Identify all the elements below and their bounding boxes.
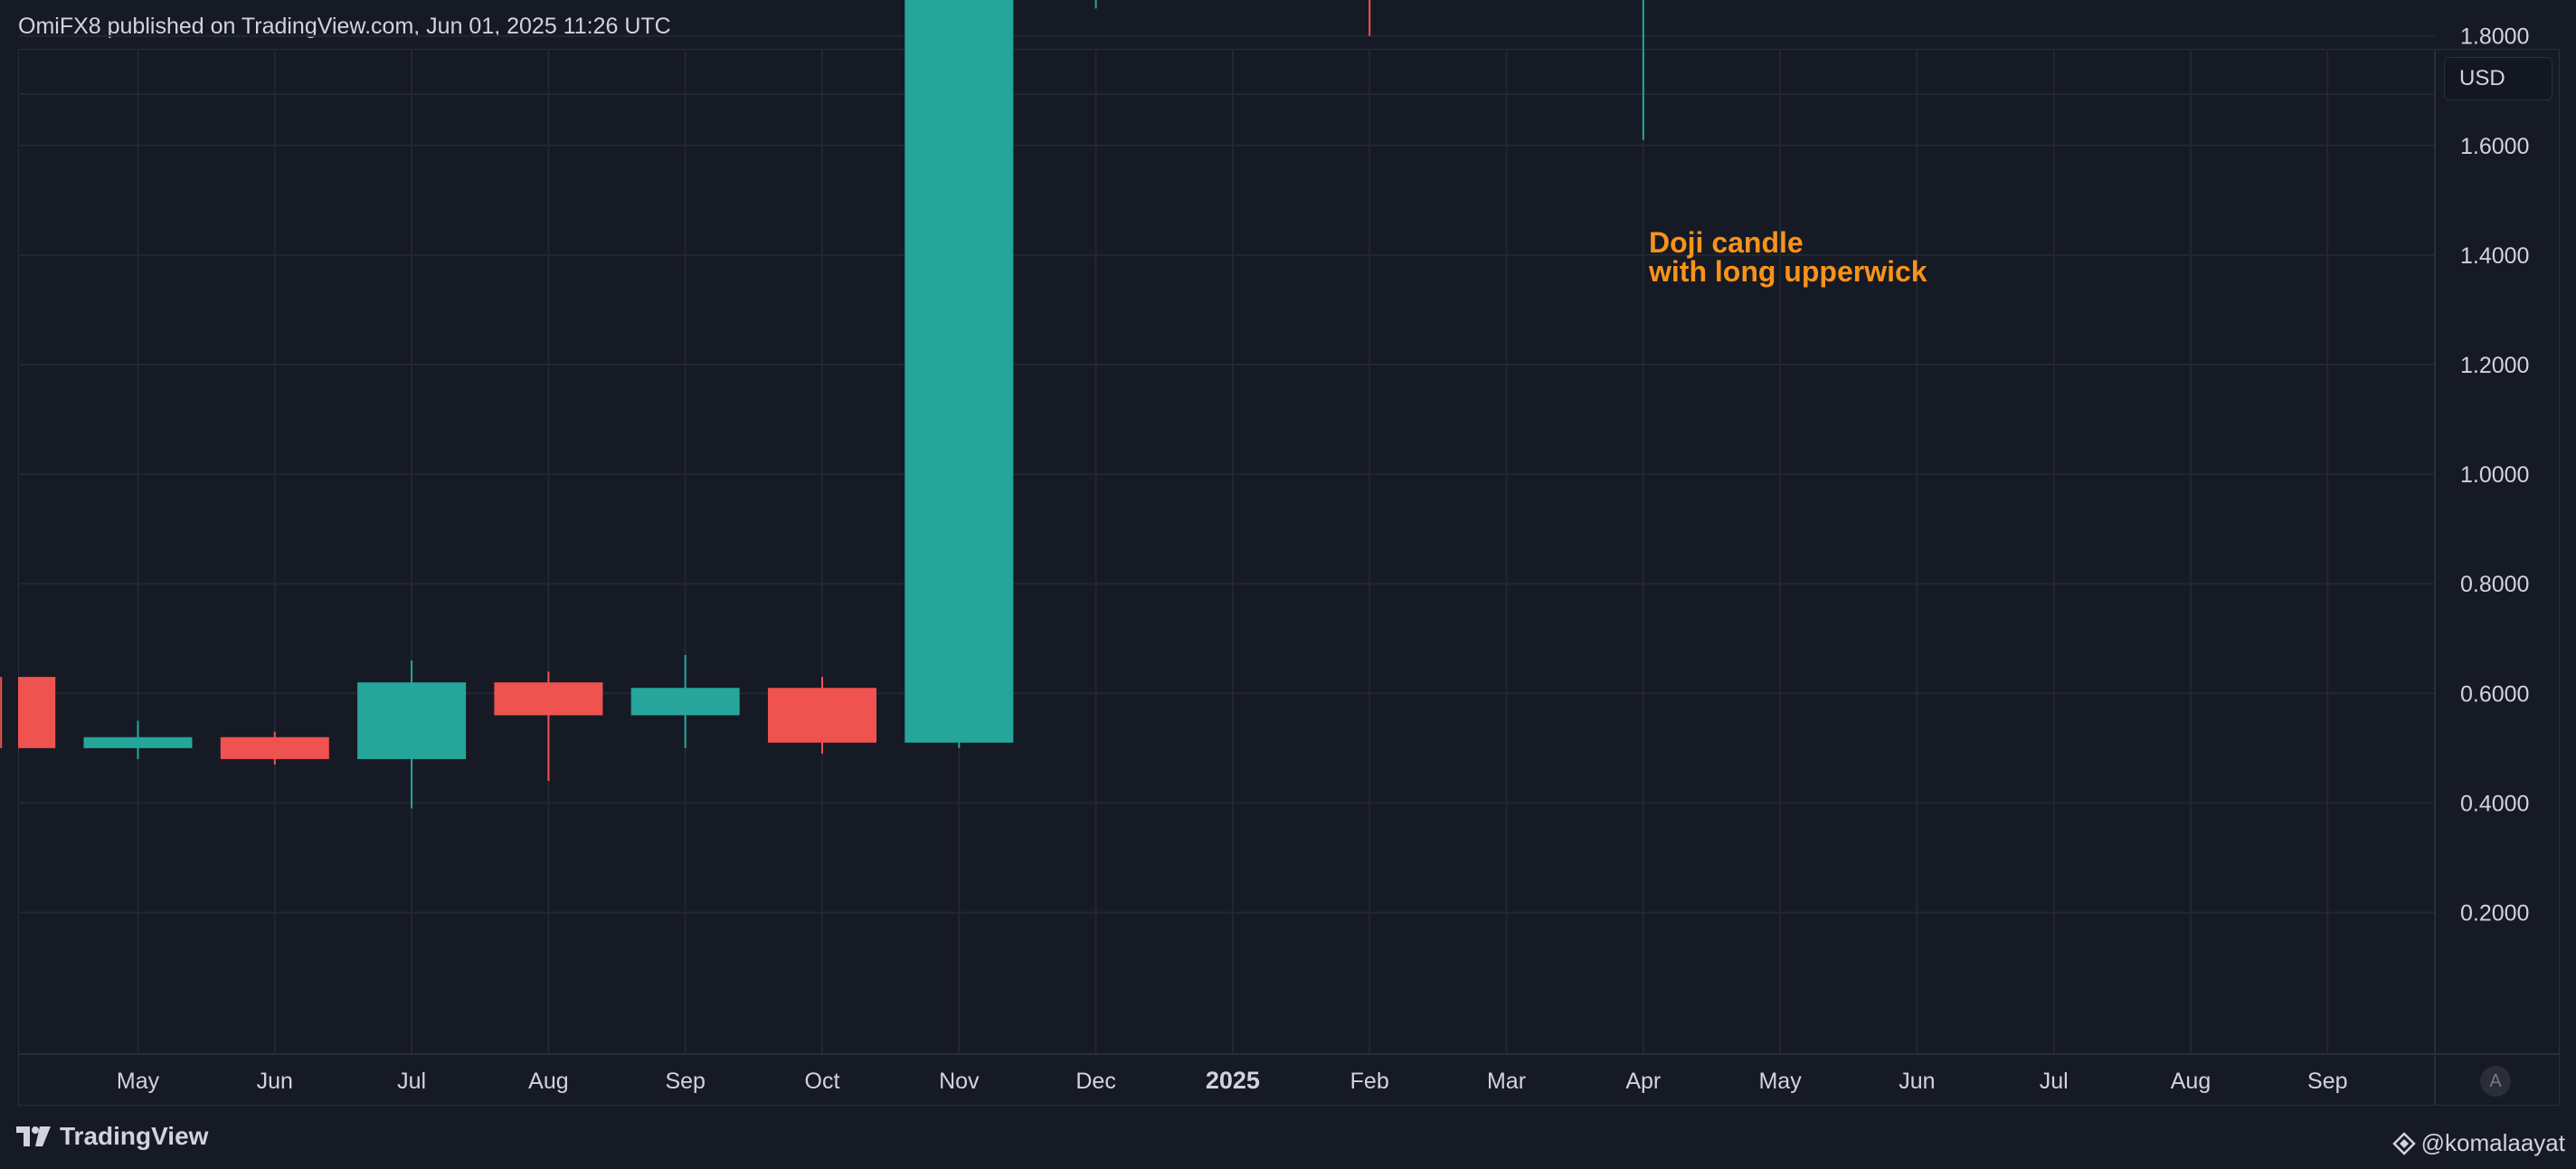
time-tick-label: Oct xyxy=(805,1069,840,1094)
price-tick-label: 1.8000 xyxy=(2460,24,2529,50)
candle xyxy=(1368,0,1371,36)
tradingview-logo-icon xyxy=(16,1126,51,1146)
candle-body xyxy=(904,0,1014,743)
candle-body xyxy=(768,688,876,743)
publish-info: OmiFX8 published on TradingView.com, Jun… xyxy=(18,14,671,39)
binance-diamond-icon xyxy=(2391,1131,2416,1155)
brand-name: TradingView xyxy=(60,1122,209,1150)
candle xyxy=(630,654,740,748)
time-tick-label: May xyxy=(117,1069,160,1094)
candles xyxy=(0,0,1644,809)
price-tick-label: 0.8000 xyxy=(2460,572,2529,597)
candle-body xyxy=(630,688,740,716)
candle xyxy=(904,0,1014,748)
candle-body xyxy=(83,737,193,748)
price-tick-label: 1.2000 xyxy=(2460,353,2529,378)
candle xyxy=(357,660,467,809)
time-tick-label: May xyxy=(1758,1069,1802,1094)
price-tick-label: 0.6000 xyxy=(2460,681,2529,707)
price-tick-label: 0.4000 xyxy=(2460,791,2529,816)
time-tick-label: Nov xyxy=(939,1069,980,1094)
time-tick-label: Dec xyxy=(1075,1069,1115,1094)
time-tick-label: Aug xyxy=(2171,1069,2211,1094)
candle-body xyxy=(220,737,329,759)
candle xyxy=(1094,0,1097,9)
auto-scale-button[interactable]: A xyxy=(2480,1066,2511,1097)
author-credit[interactable]: @komalaayat xyxy=(2391,1129,2565,1157)
time-tick-label: Jul xyxy=(397,1069,426,1094)
time-tick-label: Aug xyxy=(528,1069,568,1094)
time-tick-label: Sep xyxy=(2307,1069,2347,1094)
annotation-line-1: Doji candle xyxy=(1649,226,1804,259)
time-tick-label: Jun xyxy=(257,1069,293,1094)
price-tick-label: 0.2000 xyxy=(2460,901,2529,927)
candle xyxy=(220,731,329,765)
candle-body xyxy=(494,682,603,716)
candle xyxy=(83,720,193,759)
tradingview-logo[interactable]: TradingView xyxy=(16,1122,208,1151)
time-tick-label: Apr xyxy=(1625,1069,1661,1094)
time-axis: May Jun Jul Aug Sep Oct Nov Dec 2025 Feb Mar Apr May… xyxy=(18,1053,2560,1094)
chart-frame xyxy=(18,49,2560,1106)
candle xyxy=(494,671,603,782)
price-tick-label: 1.6000 xyxy=(2460,134,2529,159)
currency-selector[interactable]: USD xyxy=(2444,57,2552,100)
price-tick-label: 1.0000 xyxy=(2460,462,2529,488)
time-tick-label: 2025 xyxy=(1206,1067,1260,1094)
candle-body xyxy=(357,682,467,759)
time-tick-label: Sep xyxy=(665,1069,705,1094)
candle xyxy=(768,677,876,754)
candle xyxy=(1642,0,1644,140)
grid-lines xyxy=(18,34,2435,1054)
author-handle: @komalaayat xyxy=(2420,1129,2565,1156)
doji-annotation: Doji candle with long upperwick xyxy=(1649,228,1927,286)
time-tick-label: Jun xyxy=(1899,1069,1935,1094)
candle xyxy=(0,677,56,748)
time-tick-label: Feb xyxy=(1350,1069,1389,1094)
time-tick-label: Jul xyxy=(2040,1069,2069,1094)
price-axis: 0.2000 0.4000 0.6000 0.8000 1.0000 1.2000 1.40… xyxy=(2434,24,2529,1106)
candle-body xyxy=(18,677,56,748)
annotation-line-2: with long upperwick xyxy=(1649,255,1927,288)
time-tick-label: Mar xyxy=(1487,1069,1526,1094)
price-tick-label: 1.4000 xyxy=(2460,243,2529,269)
